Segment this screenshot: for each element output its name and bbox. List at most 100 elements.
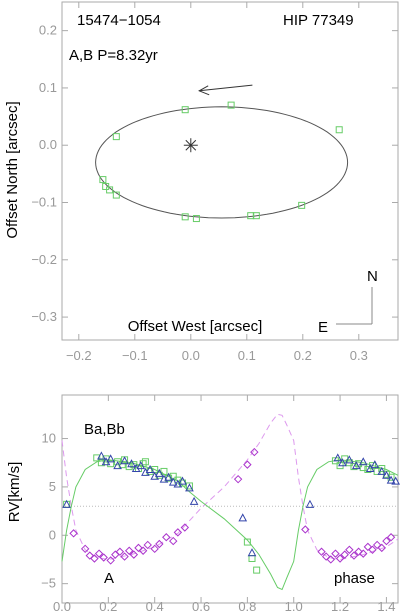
- secondary-rv-point: [331, 549, 340, 558]
- secondary-rv-point: [377, 543, 386, 553]
- orbit-observation-marker: [252, 212, 260, 220]
- rv-x-tick-label: 0.8: [238, 599, 256, 612]
- subsystem-rv-point: [391, 476, 400, 485]
- subsystem-rv-point: [145, 464, 155, 473]
- orbit-observation-marker: [181, 213, 189, 221]
- secondary-rv-points: [69, 447, 396, 565]
- component-a-label: A: [104, 570, 114, 587]
- orbit-x-tick-label: 0.1: [238, 348, 256, 363]
- subsystem-rv-point: [106, 454, 115, 463]
- secondary-rv-point: [111, 550, 120, 559]
- secondary-rv-point: [382, 536, 391, 546]
- secondary-rv-point: [317, 547, 326, 556]
- subsystem-rv-point: [127, 459, 136, 468]
- secondary-rv-point: [233, 474, 243, 484]
- rv-x-tick-label: 1.4: [377, 599, 395, 612]
- orbit-y-tick-label: −0.3: [31, 309, 57, 324]
- subsystem-rv-point: [345, 455, 354, 464]
- primary-rv-point: [248, 554, 256, 562]
- secondary-rv-point: [94, 549, 104, 558]
- secondary-rv-point: [173, 528, 183, 537]
- subsystem-rv-point: [154, 468, 164, 477]
- secondary-rv-point: [301, 525, 310, 534]
- primary-rv-point: [141, 458, 149, 466]
- compass-north-label: N: [367, 268, 378, 285]
- orbit-panel: −0.2 −0.1 0.0 0.1 0.2 0.3 −0.3 −0.2 −0.1 0.0 0.1 0…: [4, 1, 399, 363]
- secondary-rv-point: [124, 546, 134, 555]
- orbit-x-ticks: −0.2 −0.1 0.0 0.1 0.2 0.3: [66, 2, 368, 363]
- subsystem-rv-point: [97, 451, 106, 460]
- compass: N E: [318, 268, 378, 336]
- pair-period-label: A,B P=8.32yr: [69, 47, 158, 64]
- subsystem-rv-point: [136, 461, 146, 470]
- motion-arrow-shaft: [199, 84, 253, 92]
- secondary-rv-point: [368, 545, 377, 554]
- orbit-x-tick-label: −0.2: [66, 348, 92, 363]
- subsystem-rv-point: [382, 470, 391, 479]
- orbit-observation-marker: [99, 176, 107, 184]
- orbit-observation-marker: [181, 106, 189, 114]
- secondary-rv-point: [345, 545, 354, 554]
- secondary-rv-point: [115, 547, 125, 556]
- subsystem-rv-point: [113, 461, 122, 470]
- orbit-observation-marker: [298, 201, 306, 209]
- orbit-y-ticks: −0.3 −0.2 −0.1 0.0 0.1 0.2: [31, 23, 398, 324]
- rv-x-tick-label: 0.4: [146, 599, 164, 612]
- primary-rv-point: [130, 461, 138, 469]
- primary-rv-point: [243, 538, 251, 546]
- orbit-y-axis-title: Offset North [arcsec]: [4, 101, 21, 238]
- secondary-rv-point: [372, 540, 382, 550]
- orbit-y-tick-label: 0.2: [39, 23, 57, 38]
- subsystem-rv-point: [247, 548, 257, 557]
- orbit-x-axis-title: Offset West [arcsec]: [128, 318, 263, 335]
- orbit-observations: [99, 101, 343, 223]
- rv-y-tick-label: 0: [49, 527, 56, 542]
- secondary-rv-point: [349, 551, 359, 560]
- orbit-observation-marker: [112, 191, 120, 199]
- rv-y-tick-label: −5: [41, 576, 56, 591]
- secondary-rv-point: [169, 536, 178, 546]
- secondary-rv-point: [354, 547, 363, 556]
- subsystem-rv-point: [189, 496, 199, 505]
- secondary-rv-point: [80, 544, 90, 554]
- subsystem-rv-point: [178, 476, 187, 485]
- rv-plot-frame: [61, 394, 399, 604]
- subsystem-rv-point: [351, 461, 361, 470]
- subsystem-rv-point: [338, 458, 347, 467]
- primary-rv-point: [97, 459, 105, 467]
- orbit-x-tick-label: 0.2: [294, 348, 312, 363]
- secondary-rv-point: [321, 552, 331, 561]
- orbit-ellipse: [95, 106, 349, 219]
- rv-x-tick-label: 1.2: [331, 599, 349, 612]
- primary-rv-point: [253, 566, 261, 574]
- primary-rv-curve: [61, 459, 399, 591]
- secondary-rv-point: [69, 529, 78, 538]
- secondary-rv-point: [134, 543, 143, 553]
- subsystem-rv-point: [238, 513, 248, 522]
- orbit-y-tick-label: 0.0: [39, 137, 57, 152]
- primary-rv-point: [160, 467, 168, 475]
- secondary-rv-point: [155, 539, 164, 549]
- hip-id-label: HIP 77349: [283, 12, 354, 29]
- subsystem-rv-point: [305, 499, 315, 508]
- primary-rv-point: [364, 465, 372, 473]
- compass-east-label: E: [318, 319, 328, 336]
- orbit-observation-marker: [227, 101, 235, 109]
- secondary-rv-point: [250, 447, 259, 457]
- secondary-rv-point: [138, 546, 148, 555]
- subsystem-rv-point: [168, 477, 178, 486]
- phase-axis-label: phase: [334, 570, 375, 587]
- secondary-rv-point: [120, 552, 129, 561]
- secondary-rv-point: [363, 542, 373, 552]
- subsystem-rv-point: [386, 475, 396, 484]
- secondary-rv-point: [326, 555, 336, 564]
- secondary-rv-point: [340, 550, 349, 559]
- primary-rv-point: [107, 460, 115, 468]
- orbit-y-tick-label: −0.1: [31, 195, 57, 210]
- subsystem-rv-points: [62, 451, 400, 557]
- secondary-rv-point: [150, 544, 159, 554]
- orbit-y-tick-label: 0.1: [39, 80, 57, 95]
- secondary-rv-point: [386, 533, 396, 542]
- subsystem-rv-point: [377, 466, 387, 475]
- orbit-observation-marker: [112, 133, 120, 141]
